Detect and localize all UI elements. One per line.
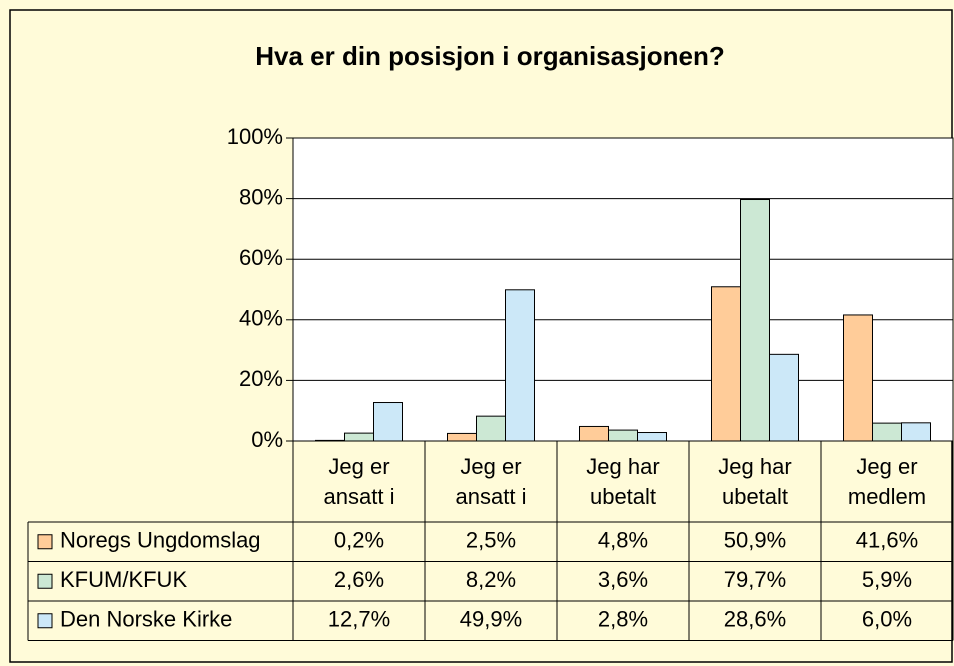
legend-label: Noregs Ungdomslag	[60, 528, 261, 553]
data-table-value: 0,2%	[334, 528, 384, 553]
data-table-value: 79,7%	[724, 567, 786, 592]
bar	[476, 415, 506, 442]
data-table-value: 6,0%	[862, 607, 912, 632]
legend-label: Den Norske Kirke	[60, 607, 232, 632]
legend-key	[37, 573, 53, 589]
bar	[505, 289, 535, 442]
bar	[740, 199, 770, 442]
data-table-value: 4,8%	[598, 528, 648, 553]
bar	[843, 314, 873, 442]
data-table-value: 8,2%	[466, 567, 516, 592]
y-tick-label: 100%	[227, 124, 283, 149]
y-tick-label: 80%	[239, 184, 283, 209]
bar	[373, 402, 403, 442]
data-table-value: 28,6%	[724, 607, 786, 632]
legend-key	[37, 613, 53, 629]
x-category-label: Jeg er ansatt i	[323, 454, 395, 509]
chart-title: Hva er din posisjon i organisasjonen?	[255, 41, 725, 71]
data-table-value: 41,6%	[856, 528, 918, 553]
data-table-value: 3,6%	[598, 567, 648, 592]
legend-key	[37, 534, 53, 550]
data-table-value: 2,6%	[334, 567, 384, 592]
y-tick-label: 60%	[239, 245, 283, 270]
bar	[901, 422, 931, 442]
y-tick-label: 40%	[239, 306, 283, 331]
bar	[769, 353, 799, 442]
y-tick-label: 0%	[251, 427, 283, 452]
bar	[344, 432, 374, 442]
bar	[315, 439, 345, 442]
data-table-value: 2,8%	[598, 607, 648, 632]
x-category-label: Jeg har ubetalt	[718, 454, 792, 509]
x-category-label: Jeg har ubetalt	[586, 454, 660, 509]
bar	[711, 286, 741, 442]
bar	[608, 429, 638, 442]
y-tick-label: 20%	[239, 366, 283, 391]
bar	[579, 425, 609, 442]
bar	[637, 432, 667, 442]
x-category-label: Jeg er medlem	[847, 454, 927, 509]
bar	[872, 422, 902, 442]
legend-label: KFUM/KFUK	[60, 567, 187, 592]
x-category-label: Jeg er ansatt i	[455, 454, 527, 509]
data-table-value: 49,9%	[460, 607, 522, 632]
data-table-value: 12,7%	[328, 607, 390, 632]
data-table-value: 50,9%	[724, 528, 786, 553]
data-table-value: 2,5%	[466, 528, 516, 553]
data-table-value: 5,9%	[862, 567, 912, 592]
bar	[447, 432, 477, 442]
